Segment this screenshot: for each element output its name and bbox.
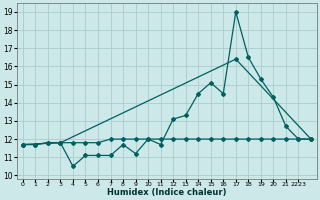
X-axis label: Humidex (Indice chaleur): Humidex (Indice chaleur) bbox=[107, 188, 227, 197]
